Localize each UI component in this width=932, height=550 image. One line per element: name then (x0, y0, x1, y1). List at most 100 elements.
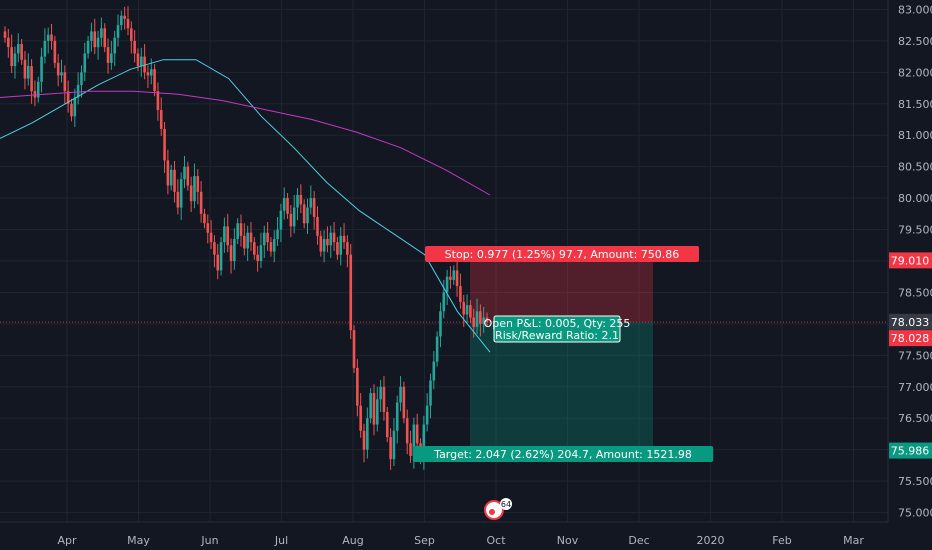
position-zones (0, 260, 888, 451)
candle-body (33, 91, 37, 98)
candle-body (169, 169, 173, 186)
candle-body (405, 418, 409, 444)
candle-body (53, 40, 57, 63)
candle-body (292, 207, 296, 227)
stop-label-text: Stop: 0.977 (1.25%) 97.7, Amount: 750.86 (445, 248, 680, 261)
candle-body (429, 380, 432, 406)
y-tick-label: 77.500 (898, 349, 932, 362)
x-tick-label: May (127, 534, 150, 547)
candle-body (289, 213, 293, 227)
target-label[interactable] (412, 446, 714, 462)
y-tick-label: 78.500 (898, 286, 932, 299)
candle-body (143, 56, 146, 73)
candle-body (369, 393, 372, 419)
candle-body (80, 72, 83, 85)
candle-body (239, 223, 243, 236)
candle-body (442, 292, 446, 312)
rr-text: Risk/Reward Ratio: 2.1 (495, 329, 619, 342)
candle-body (20, 44, 23, 60)
candle-body (199, 191, 203, 214)
y-tick-label: 77.000 (898, 381, 932, 394)
candle-body (110, 53, 113, 63)
candle-body (462, 301, 466, 315)
candle-body (306, 207, 309, 224)
price-tags: 79.010 78.033 78.028 75.986 (889, 252, 932, 459)
candle-body (385, 411, 389, 438)
candle-body (219, 242, 223, 271)
moving-average-short (0, 59, 491, 353)
price-axis[interactable]: 83.000 82.500 82.000 81.500 81.000 80.500 80.0… (898, 3, 932, 519)
candle-body (339, 235, 343, 255)
stop-label[interactable] (425, 246, 699, 262)
candle-body (123, 15, 126, 19)
target-label-text: Target: 2.047 (2.62%) 204.7, Amount: 152… (433, 448, 692, 461)
candle-body (10, 47, 13, 67)
candle-body (389, 437, 392, 460)
stop-zone (470, 260, 653, 323)
candle-body (266, 232, 269, 243)
y-tick-label: 81.500 (898, 98, 932, 111)
candle-body (432, 361, 436, 381)
candle-body (309, 198, 313, 208)
candle-body (425, 405, 429, 425)
price-tag-label: 78.033 (891, 316, 930, 329)
candle-body (113, 37, 116, 54)
candle-body (166, 160, 170, 186)
candle-body (106, 47, 110, 63)
price-tag-label: 75.986 (891, 445, 930, 458)
y-tick-label: 82.000 (898, 66, 932, 79)
candle-body (296, 194, 299, 208)
x-tick-label: Oct (486, 534, 506, 547)
candle-body (455, 270, 459, 287)
candle-body (259, 245, 263, 261)
candle-body (50, 34, 53, 41)
candle-body (100, 28, 103, 38)
candle-body (23, 59, 27, 79)
candle-body (216, 254, 220, 271)
candle-body (399, 386, 402, 403)
candle-body (392, 430, 396, 460)
candle-body (332, 232, 336, 243)
candle-body (226, 226, 230, 246)
candle-body (60, 72, 63, 76)
candle-body (203, 213, 206, 224)
candle-body (286, 198, 289, 214)
event-count: 64 (501, 500, 511, 509)
candle-body (63, 72, 67, 92)
candle-body (269, 242, 273, 252)
candle-body (356, 367, 359, 406)
x-tick-label: Jul (274, 534, 288, 547)
candle-body (319, 235, 323, 252)
pnl-box[interactable] (493, 315, 621, 343)
price-tag (889, 442, 932, 459)
event-badge[interactable]: 64 (484, 498, 512, 520)
candle-body (156, 91, 160, 111)
candle-body (136, 53, 140, 67)
candle-body (130, 28, 133, 41)
y-tick-label: 75.000 (898, 507, 932, 520)
candle-body (56, 62, 60, 76)
candle-body (485, 317, 489, 323)
candle-body (243, 235, 246, 249)
y-tick-label: 80.000 (898, 192, 932, 205)
candle-body (352, 330, 356, 368)
event-count-bubble (500, 498, 512, 510)
price-tag-label: 79.010 (891, 254, 930, 267)
x-tick-label: Nov (557, 534, 579, 547)
time-axis[interactable]: Apr May Jun Jul Aug Sep Oct Nov Dec 2020 Feb Mar (57, 534, 864, 547)
candle-body (279, 210, 283, 230)
candle-body (445, 276, 449, 293)
price-tag (889, 330, 932, 347)
candle-body (43, 40, 47, 57)
candle-body (302, 204, 306, 224)
candle-body (183, 166, 186, 180)
candle-body (482, 317, 485, 324)
candle-body (13, 53, 17, 67)
moving-averages (0, 59, 491, 353)
candle-body (153, 69, 156, 92)
candle-body (336, 242, 339, 255)
candle-body (133, 40, 136, 54)
candle-body (229, 245, 233, 261)
candle-body (366, 418, 369, 450)
